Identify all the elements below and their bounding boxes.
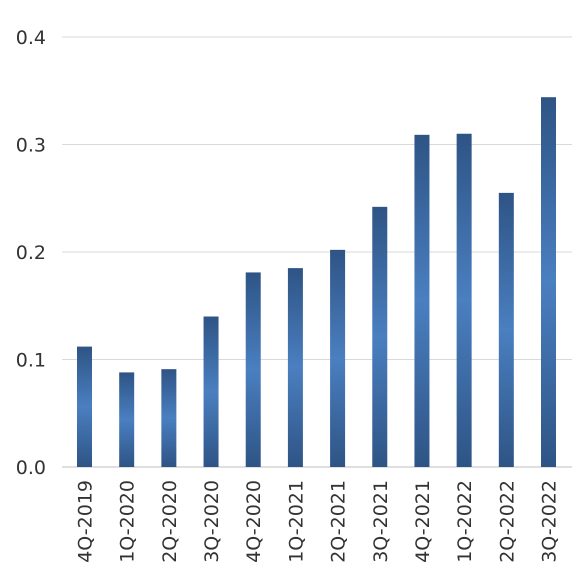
bar — [456, 133, 472, 467]
y-tick-label: 0.4 — [16, 27, 46, 49]
x-tick-label: 2Q-2022 — [496, 480, 518, 563]
bar — [541, 97, 556, 467]
x-tick-label: 1Q-2022 — [454, 480, 476, 563]
bar — [414, 134, 430, 467]
x-tick-label: 2Q-2020 — [159, 480, 181, 563]
bars — [77, 97, 556, 467]
bar — [77, 346, 92, 467]
y-tick-label: 0.3 — [16, 135, 46, 157]
x-axis-labels: 4Q-2019 1Q-2020 2Q-2020 3Q-2020 4Q-2020 1Q-20… — [75, 480, 561, 563]
x-tick-label: 4Q-2019 — [75, 480, 97, 563]
bar — [498, 192, 514, 467]
y-axis-ticks: 0.0 0.1 0.2 0.3 0.4 — [16, 27, 46, 479]
y-tick-label: 0.0 — [16, 457, 46, 479]
bar — [330, 249, 346, 467]
x-tick-label: 1Q-2020 — [117, 480, 139, 563]
bar — [161, 369, 177, 467]
bar — [203, 316, 219, 467]
gridlines — [62, 36, 572, 468]
y-tick-label: 0.2 — [16, 242, 46, 264]
x-tick-label: 4Q-2020 — [243, 480, 265, 563]
bar — [287, 268, 303, 467]
bar — [245, 272, 261, 467]
x-tick-label: 4Q-2021 — [412, 480, 434, 563]
x-tick-label: 2Q-2021 — [328, 480, 350, 563]
x-tick-label: 1Q-2021 — [285, 480, 307, 563]
x-tick-label: 3Q-2021 — [370, 480, 392, 563]
x-tick-label: 3Q-2022 — [539, 480, 561, 563]
y-tick-label: 0.1 — [16, 350, 46, 372]
bar — [372, 206, 388, 467]
bar — [119, 372, 135, 467]
x-tick-label: 3Q-2020 — [201, 480, 223, 563]
